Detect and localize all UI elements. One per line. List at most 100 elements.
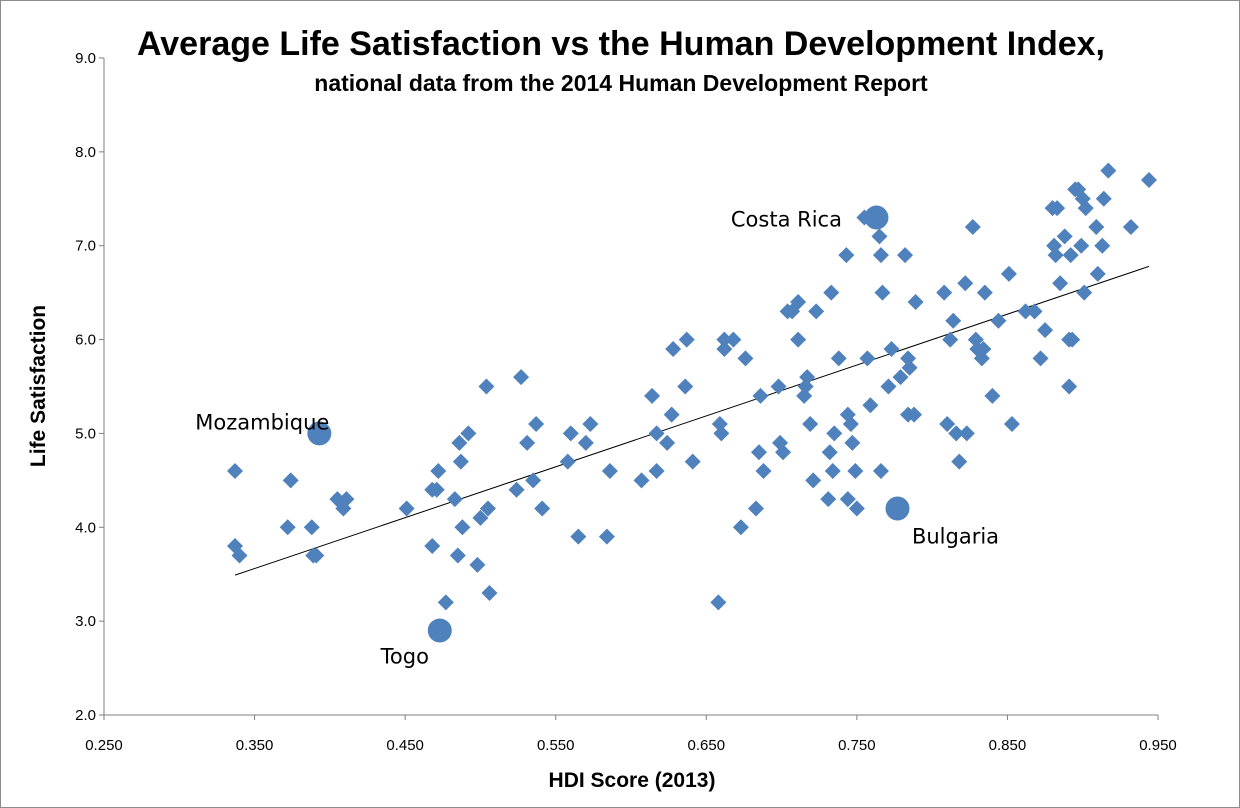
- data-point: [883, 340, 900, 357]
- data-point: [808, 303, 825, 320]
- data-point: [460, 425, 477, 442]
- data-point: [601, 462, 618, 479]
- country-annotation: Costa Rica: [731, 208, 842, 232]
- data-point: [1095, 190, 1112, 207]
- data-point: [428, 481, 445, 498]
- data-point: [737, 350, 754, 367]
- x-tick-label: 0.350: [236, 737, 274, 754]
- data-point: [303, 519, 320, 536]
- data-point: [1049, 200, 1066, 217]
- data-point: [710, 594, 727, 611]
- data-point: [665, 340, 682, 357]
- y-tick-label: 2.0: [75, 707, 96, 724]
- data-point: [939, 416, 956, 433]
- data-point: [990, 312, 1007, 329]
- data-point: [897, 247, 914, 264]
- data-point: [1088, 218, 1105, 235]
- data-point: [644, 387, 661, 404]
- y-tick-label: 3.0: [75, 613, 96, 630]
- data-point: [951, 453, 968, 470]
- data-point: [678, 331, 695, 348]
- data-point: [844, 434, 861, 451]
- data-point: [976, 284, 993, 301]
- data-point: [1003, 416, 1020, 433]
- x-tick-label: 0.650: [688, 737, 726, 754]
- data-point: [562, 425, 579, 442]
- data-point: [790, 331, 807, 348]
- data-point: [770, 378, 787, 395]
- data-point: [824, 462, 841, 479]
- data-point: [957, 275, 974, 292]
- data-point: [598, 528, 615, 545]
- data-point: [1094, 237, 1111, 254]
- highlight-marker: [427, 618, 452, 643]
- data-point: [528, 416, 545, 433]
- data-point: [1000, 265, 1017, 282]
- highlight-marker: [307, 421, 332, 446]
- y-tick-label: 8.0: [75, 144, 96, 161]
- data-point: [1056, 228, 1073, 245]
- data-point: [633, 472, 650, 489]
- data-point: [799, 369, 816, 386]
- data-point: [906, 406, 923, 423]
- data-point: [570, 528, 587, 545]
- x-axis-title: HDI Score (2013): [549, 769, 716, 792]
- chart-subtitle: national data from the 2014 Human Develo…: [314, 70, 928, 96]
- data-point: [872, 247, 889, 264]
- data-point: [1140, 172, 1157, 189]
- data-point: [559, 453, 576, 470]
- data-point: [338, 491, 355, 508]
- data-point: [1026, 303, 1043, 320]
- data-point: [821, 444, 838, 461]
- data-point: [1017, 303, 1034, 320]
- data-point: [880, 378, 897, 395]
- data-point: [942, 331, 959, 348]
- highlighted-countries: Mozambique Togo Costa Rica Bulgaria: [195, 205, 999, 669]
- data-point: [577, 434, 594, 451]
- data-point: [508, 481, 525, 498]
- chart-title: Average Life Satisfaction vs the Human D…: [137, 25, 1105, 63]
- data-point: [1077, 200, 1094, 217]
- data-point: [430, 462, 447, 479]
- data-point: [279, 519, 296, 536]
- data-point: [479, 500, 496, 517]
- data-point: [790, 294, 807, 311]
- data-point: [826, 425, 843, 442]
- data-point: [805, 472, 822, 489]
- data-point: [874, 284, 891, 301]
- data-point: [872, 462, 889, 479]
- data-point: [525, 472, 542, 489]
- y-tick-label: 6.0: [75, 332, 96, 349]
- data-point: [424, 538, 441, 555]
- highlight-marker: [885, 496, 910, 521]
- y-tick-label: 9.0: [75, 50, 96, 67]
- data-point: [862, 397, 879, 414]
- data-point: [1047, 247, 1064, 264]
- data-point: [648, 425, 665, 442]
- data-point: [958, 425, 975, 442]
- data-point: [1061, 378, 1078, 395]
- data-point: [907, 294, 924, 311]
- data-point: [663, 406, 680, 423]
- data-point: [948, 425, 965, 442]
- data-point: [519, 434, 536, 451]
- data-point: [231, 547, 248, 564]
- highlight-marker: [864, 205, 889, 230]
- data-point: [1100, 162, 1117, 179]
- data-point: [775, 444, 792, 461]
- data-point: [839, 491, 856, 508]
- data-point: [452, 453, 469, 470]
- data-point: [282, 472, 299, 489]
- data-point: [975, 340, 992, 357]
- data-point: [892, 369, 909, 386]
- data-point: [1032, 350, 1049, 367]
- data-point: [847, 462, 864, 479]
- data-point: [716, 331, 733, 348]
- data-point: [752, 387, 769, 404]
- data-point: [1037, 322, 1054, 339]
- data-point: [1062, 247, 1079, 264]
- data-point: [478, 378, 495, 395]
- data-point: [226, 462, 243, 479]
- data-point: [945, 312, 962, 329]
